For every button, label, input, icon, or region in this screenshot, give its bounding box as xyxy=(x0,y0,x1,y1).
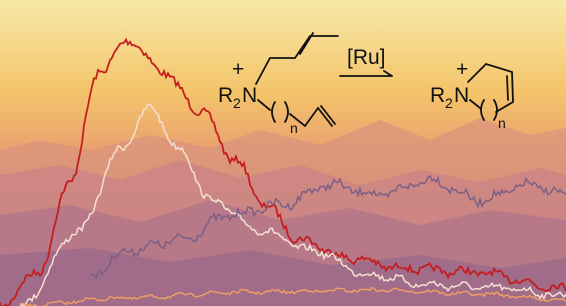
reagent: [Ru] xyxy=(347,46,386,69)
group: R xyxy=(430,84,445,107)
group: R xyxy=(218,84,233,107)
subscript: 2 xyxy=(445,95,453,111)
atom: N xyxy=(454,84,469,107)
subscript: 2 xyxy=(233,95,241,111)
atom: N xyxy=(242,84,257,107)
graphic: + R 2 N n [Ru] + R 2 N n xyxy=(0,0,566,306)
charge: + xyxy=(232,58,244,81)
index: n xyxy=(498,115,506,131)
index: n xyxy=(290,120,298,136)
charge: + xyxy=(456,58,468,81)
